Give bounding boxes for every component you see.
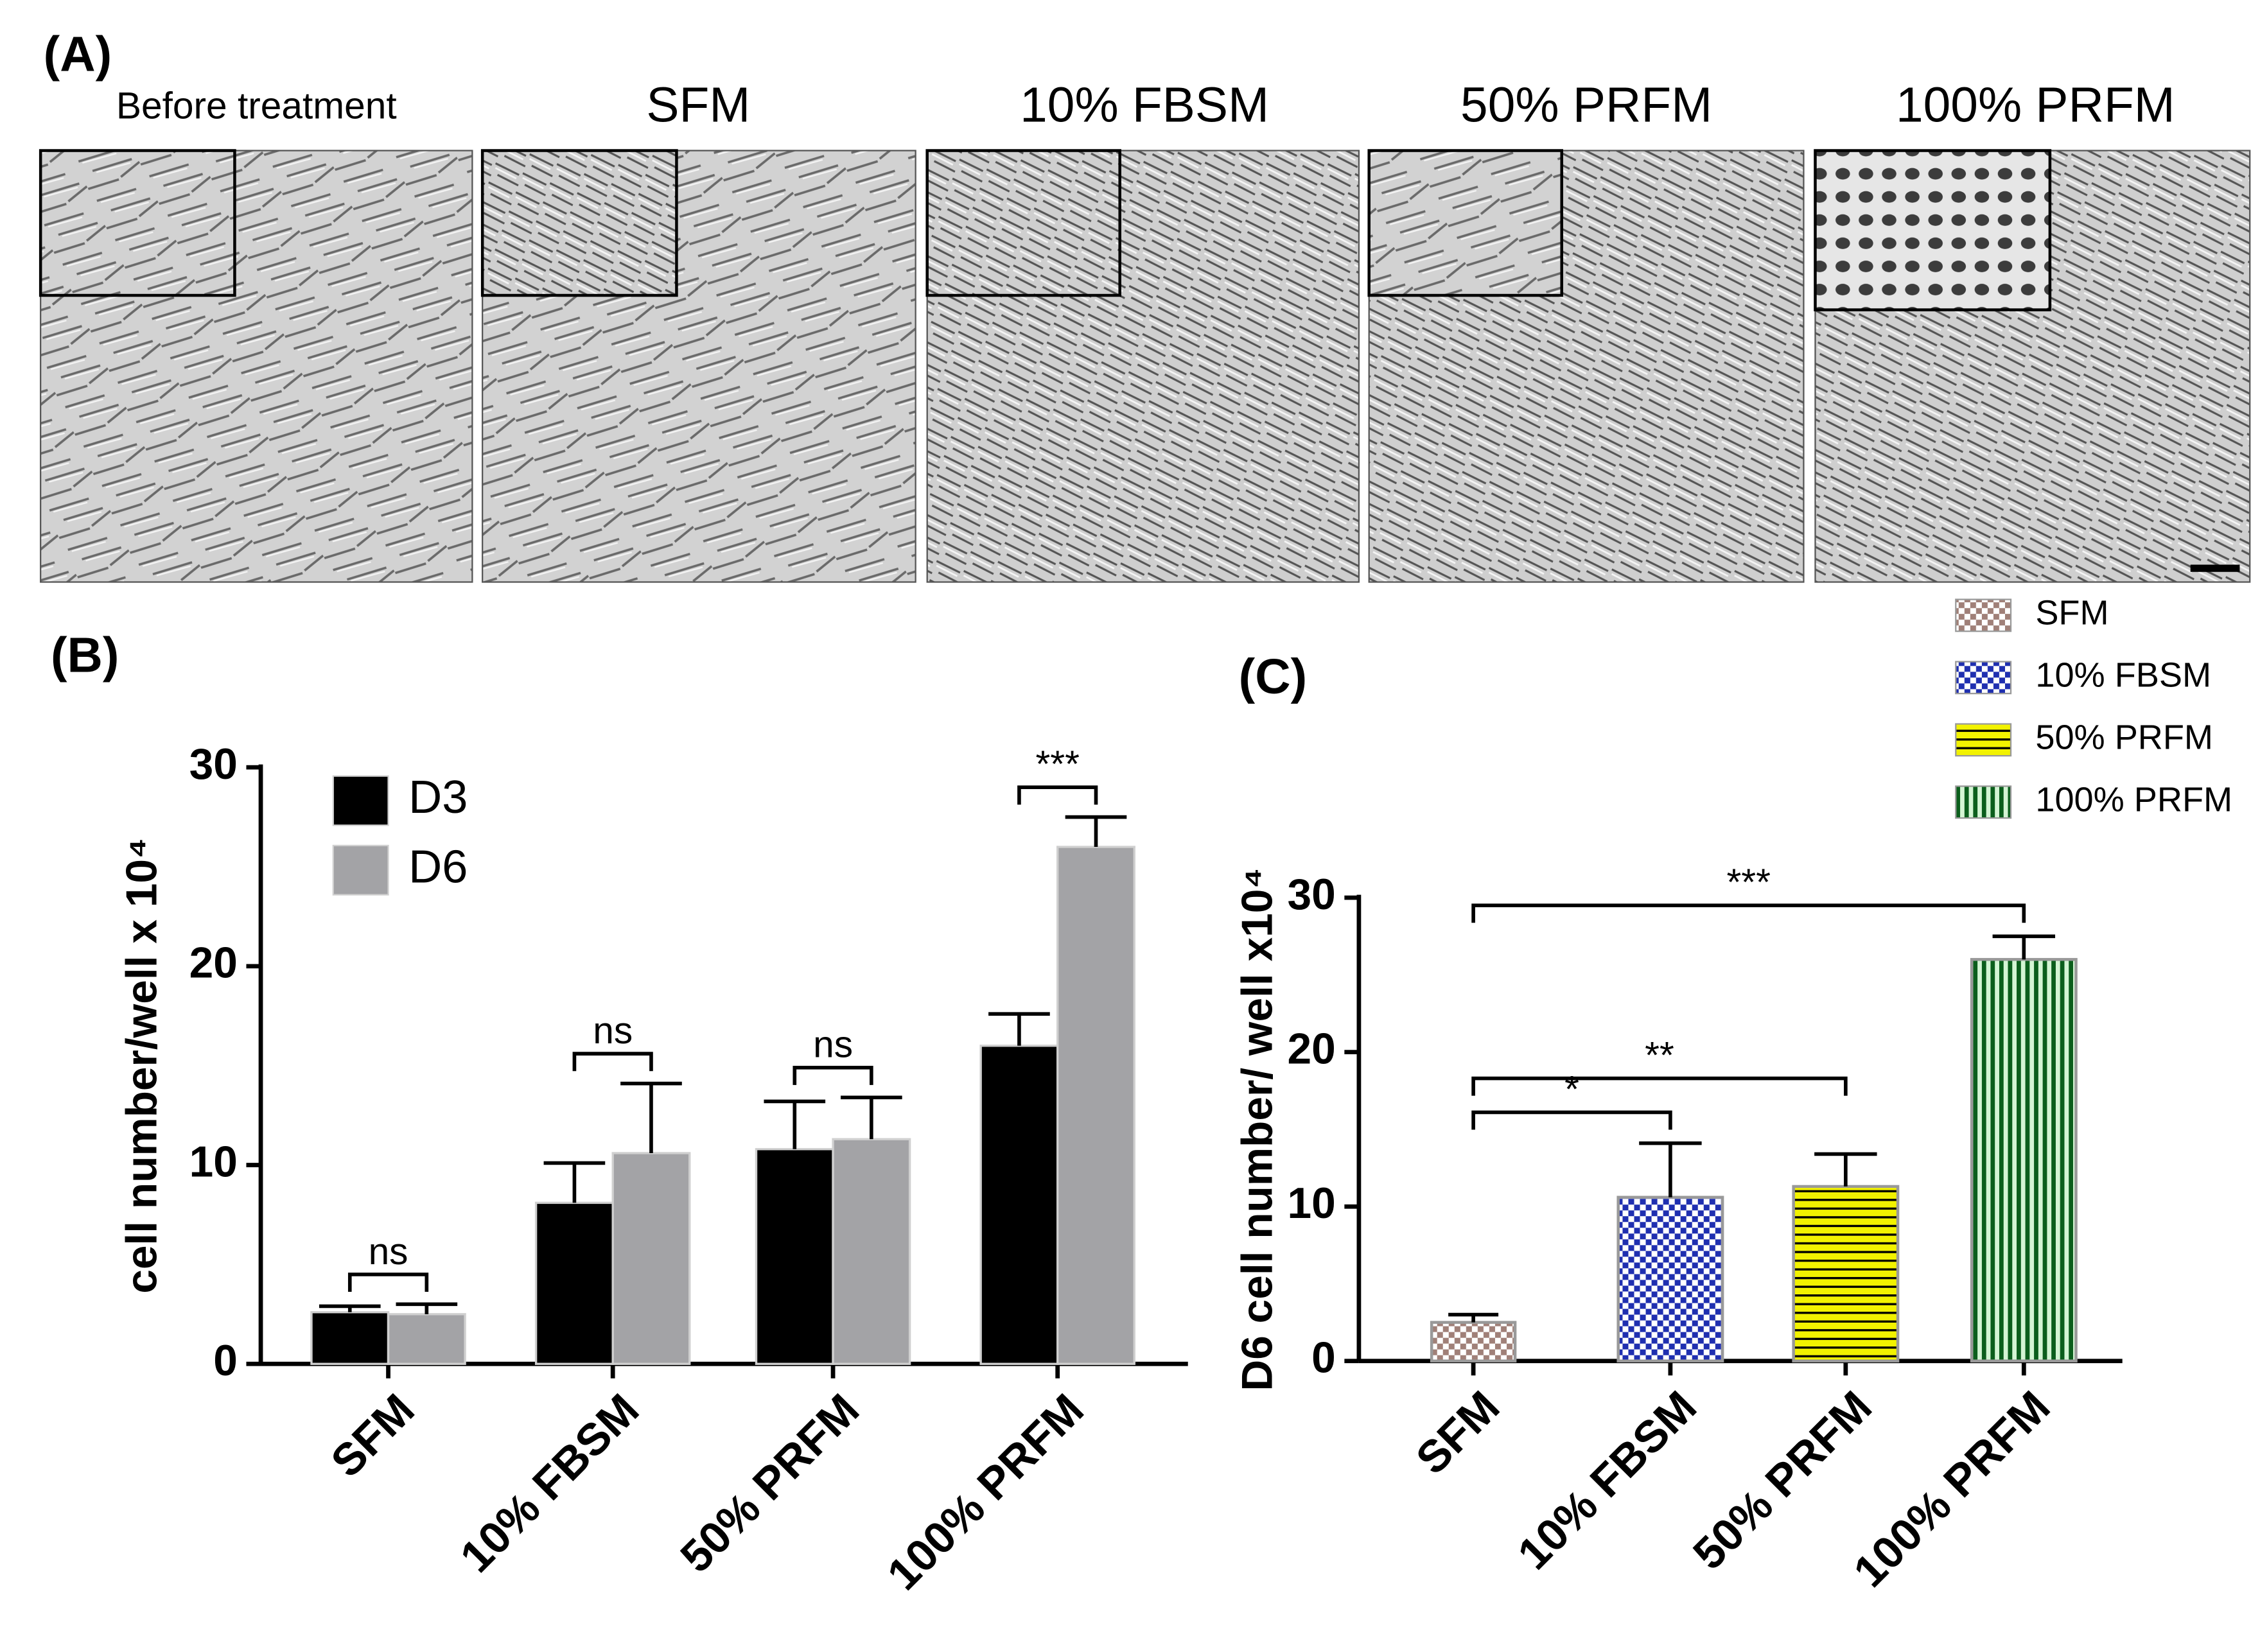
significance-bracket xyxy=(572,1052,653,1072)
inset xyxy=(480,149,678,297)
y-tick-label: 0 xyxy=(213,1337,238,1385)
bar xyxy=(832,1138,911,1365)
error-bar xyxy=(841,1095,902,1140)
x-tick-label: 10% FBSM xyxy=(451,1384,649,1582)
legend-swatch xyxy=(332,844,389,896)
legend-label: D3 xyxy=(408,772,468,823)
error-bar xyxy=(1065,815,1127,848)
legend-swatch xyxy=(1955,723,2012,757)
significance-label: ** xyxy=(1645,1034,1674,1076)
x-tick-label: 50% PRFM xyxy=(1683,1381,1881,1579)
panel-label: (C) xyxy=(1239,650,1307,704)
inset xyxy=(1814,149,2052,311)
bar xyxy=(755,1148,834,1365)
significance-label: * xyxy=(1564,1068,1579,1110)
significance-label: ns xyxy=(813,1024,853,1066)
bar xyxy=(979,1045,1059,1365)
error-bar xyxy=(1639,1141,1702,1197)
x-tick-label: 10% FBSM xyxy=(1508,1381,1706,1579)
legend-swatch xyxy=(1955,598,2012,632)
bar xyxy=(534,1201,614,1365)
bar xyxy=(1792,1185,1900,1362)
legend-swatch xyxy=(332,775,389,826)
image-title: 10% FBSM xyxy=(1020,78,1269,132)
x-tick-label: 100% PRFM xyxy=(878,1384,1093,1599)
legend-label: 50% PRFM xyxy=(2035,718,2213,757)
significance-bracket xyxy=(1017,785,1098,805)
error-bar xyxy=(319,1304,381,1312)
inset xyxy=(39,149,236,297)
legend-swatch xyxy=(1955,661,2012,695)
error-bar xyxy=(1448,1312,1499,1323)
legend-label: D6 xyxy=(408,841,468,892)
y-axis-label: cell number/well x 10⁴ xyxy=(118,838,166,1294)
image-title: 50% PRFM xyxy=(1460,78,1712,132)
legend-label: 100% PRFM xyxy=(2035,781,2232,819)
y-tick-label: 30 xyxy=(1288,871,1336,919)
error-bar xyxy=(543,1161,606,1203)
inset xyxy=(1367,149,1563,297)
inset xyxy=(925,149,1121,297)
panel-label: (B) xyxy=(51,628,119,683)
y-tick-label: 20 xyxy=(189,939,238,987)
significance-bracket xyxy=(1471,1076,1848,1096)
error-bar xyxy=(1992,934,2056,960)
y-tick-label: 10 xyxy=(189,1138,238,1186)
image-title: SFM xyxy=(646,78,750,132)
significance-label: ns xyxy=(593,1010,633,1052)
y-tick-label: 30 xyxy=(189,740,238,788)
error-bar xyxy=(764,1099,826,1149)
significance-label: *** xyxy=(1035,743,1079,785)
significance-bracket xyxy=(793,1065,873,1085)
error-bar xyxy=(620,1081,682,1153)
bar xyxy=(310,1311,390,1365)
error-bar xyxy=(988,1012,1050,1046)
error-bar xyxy=(1814,1152,1877,1187)
bar xyxy=(1616,1196,1724,1362)
bar xyxy=(1056,846,1135,1365)
legend-label: SFM xyxy=(2035,594,2108,632)
significance-bracket xyxy=(1471,1110,1672,1130)
significance-label: *** xyxy=(1726,862,1770,903)
x-tick-label: 50% PRFM xyxy=(670,1384,868,1582)
y-axis-label: D6 cell number/ well x10⁴ xyxy=(1233,867,1281,1391)
image-title: 100% PRFM xyxy=(1896,78,2175,132)
bar xyxy=(387,1313,466,1365)
image-title: Before treatment xyxy=(116,85,397,127)
significance-bracket xyxy=(1471,903,2026,923)
y-tick-label: 10 xyxy=(1288,1179,1336,1228)
x-tick-label: SFM xyxy=(1406,1381,1509,1483)
scale-bar xyxy=(2190,564,2240,572)
x-tick-label: SFM xyxy=(321,1384,424,1486)
micrographs xyxy=(39,149,2251,583)
legend-label: 10% FBSM xyxy=(2035,656,2211,695)
significance-bracket xyxy=(347,1273,429,1292)
significance-label: ns xyxy=(369,1231,408,1273)
y-tick-label: 0 xyxy=(1311,1334,1336,1382)
bar xyxy=(1970,958,2078,1362)
bar xyxy=(611,1152,691,1365)
legend-swatch xyxy=(1955,785,2012,819)
bar xyxy=(1430,1321,1517,1362)
panel-label: (A) xyxy=(44,27,112,82)
y-tick-label: 20 xyxy=(1288,1025,1336,1074)
error-bar xyxy=(396,1302,458,1314)
